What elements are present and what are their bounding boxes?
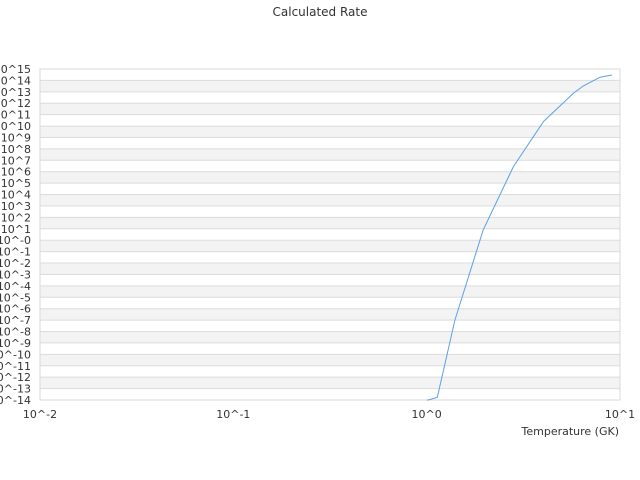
chart-title: Calculated Rate [273,5,368,19]
y-tick-label: 10^-12 [0,371,31,384]
y-tick-label: 10^7 [1,154,31,167]
y-tick-label: 10^15 [0,63,31,76]
y-tick-label: 10^-6 [0,303,31,316]
x-tick-label: 10^-1 [216,408,250,421]
y-tick-label: 10^14 [0,74,31,87]
y-tick-label: 10^8 [1,143,31,156]
x-tick-label: 10^1 [605,408,635,421]
y-tick-label: 10^-14 [0,394,31,407]
plot-frame [39,68,621,401]
y-tick-label: 10^2 [1,211,31,224]
grid-band [40,194,620,206]
y-tick-label: 10^12 [0,97,31,110]
y-tick-label: 10^-13 [0,383,31,396]
y-tick-label: 10^9 [1,131,31,144]
grid-band [40,285,620,298]
y-tick-label: 10^-5 [0,291,31,304]
grid-band [40,148,620,161]
y-tick-label: 10^1 [1,223,31,236]
y-tick-label: 10^5 [1,177,31,190]
grid-band [40,171,620,184]
grid-band [40,377,620,389]
grid-band [40,308,620,321]
y-tick-label: 10^-1 [0,246,31,259]
x-axis-label: Temperature (GK) [521,425,620,438]
y-tick-label: 10^-10 [0,348,31,361]
grid-band [40,217,620,229]
rate-line [426,74,612,401]
grid-band [40,103,620,115]
y-tick-label: 10^3 [1,200,31,213]
y-tick-label: 10^-11 [0,360,31,373]
grid-band [40,331,620,343]
y-tick-label: 10^4 [1,189,31,202]
y-tick-label: 10^-3 [0,268,31,281]
grid-band [40,126,620,138]
y-tick-label: 10^-7 [0,314,31,327]
y-tick-label: 10^-0 [0,234,31,247]
y-tick-label: 10^6 [1,166,31,179]
y-tick-label: 10^-8 [0,326,31,339]
x-tick-label: 10^0 [412,408,442,421]
grid-band [40,240,620,252]
y-tick-label: 10^11 [0,109,31,122]
grid-band [40,354,620,366]
y-tick-label: 10^-2 [0,257,31,270]
x-tick-label: 10^-2 [23,408,57,421]
y-tick-label: 10^-9 [0,337,31,350]
y-tick-label: 10^10 [0,120,31,133]
grid-band [40,263,620,275]
grid-band [40,80,620,92]
y-tick-label: 10^-4 [0,280,31,293]
y-tick-label: 10^13 [0,86,31,99]
